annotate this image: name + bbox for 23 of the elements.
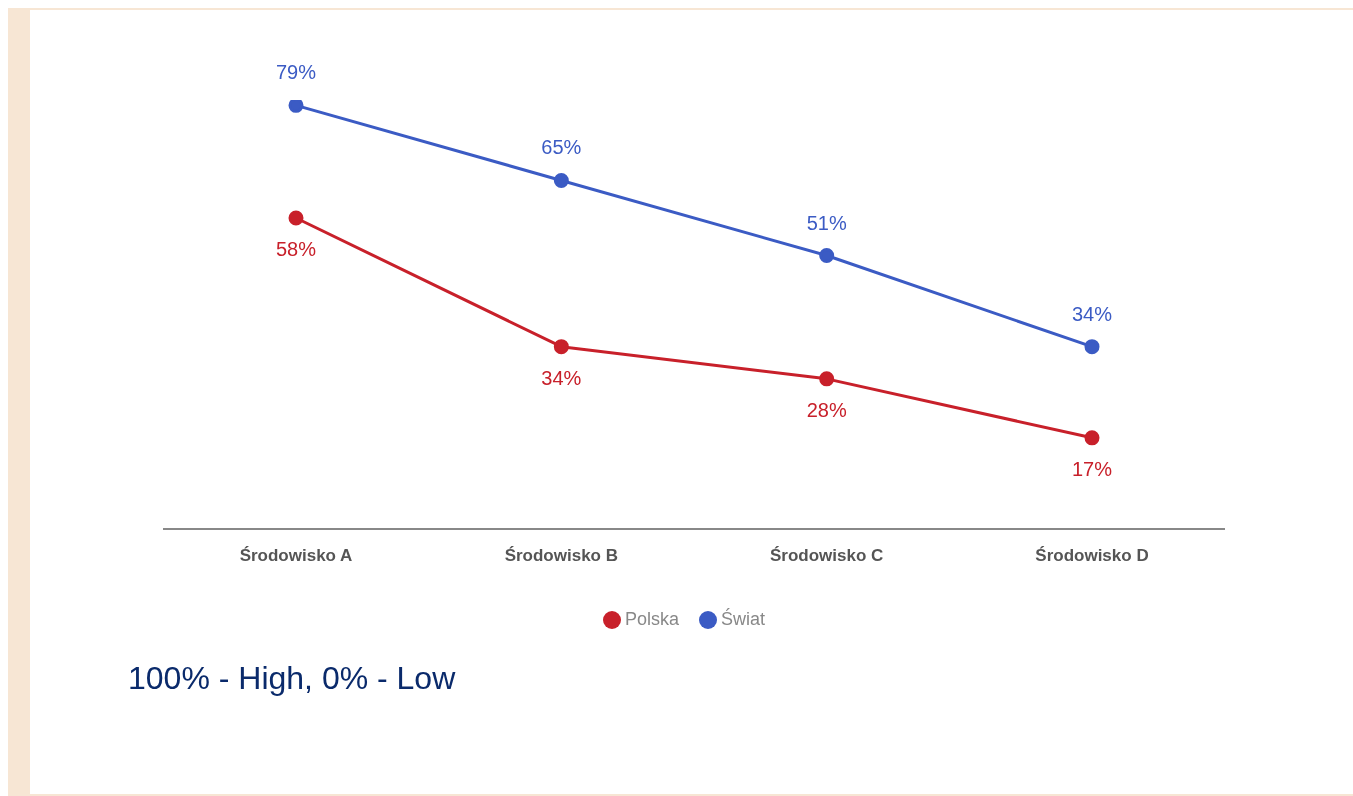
point [553, 172, 569, 188]
data-label: 28% [806, 398, 847, 421]
x-tick-label: Środowisko B [504, 546, 619, 566]
point [288, 210, 304, 226]
data-label: 79% [275, 61, 317, 84]
x-tick-label: Środowisko D [1035, 546, 1149, 566]
point [1084, 339, 1100, 355]
data-label: 34% [1071, 302, 1113, 325]
x-tick-label: Środowisko C [769, 546, 884, 566]
data-label: 51% [806, 211, 847, 234]
point [819, 371, 835, 387]
point [288, 100, 304, 113]
data-label: 34% [541, 366, 582, 389]
point [553, 339, 569, 355]
legend-label: Polska [624, 609, 679, 629]
point [1084, 430, 1100, 446]
legend-label: Świat [721, 609, 766, 629]
data-label: 65% [541, 136, 582, 159]
point [819, 248, 835, 264]
data-label: 17% [1071, 457, 1113, 480]
data-label: 58% [275, 237, 317, 260]
text: 100% - High, 0% - Low [128, 660, 457, 697]
x-tick-label: Środowisko A [239, 546, 353, 566]
